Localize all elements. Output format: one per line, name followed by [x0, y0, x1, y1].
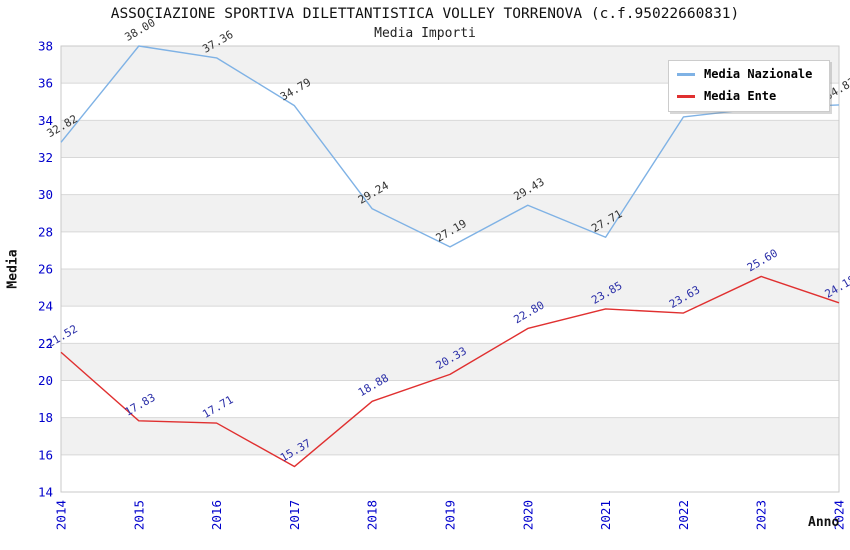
y-tick-label: 28 — [38, 224, 53, 239]
legend-label-media-ente: Media Ente — [704, 89, 777, 103]
x-tick-label: 2024 — [832, 500, 847, 530]
x-tick-label: 2016 — [209, 500, 224, 530]
chart-subtitle: Media Importi — [374, 26, 476, 41]
x-tick-label: 2017 — [287, 500, 302, 530]
y-tick-label: 18 — [38, 410, 53, 425]
legend-item-media-ente: Media Ente — [677, 89, 821, 103]
y-tick-label: 36 — [38, 76, 53, 91]
band-row — [61, 194, 839, 232]
media-ente-line — [60, 275, 840, 468]
band-row — [61, 269, 839, 307]
media-ente-line-marker-icon — [677, 94, 695, 98]
plot-border — [60, 45, 840, 493]
legend-item-media-nazionale: Media Nazionale — [677, 67, 821, 81]
media-nazionale-point-label: 38.00 — [122, 16, 157, 44]
x-tick-label: 2014 — [54, 500, 69, 530]
media-ente-point-label: 17.71 — [200, 393, 235, 421]
x-tick-label: 2023 — [754, 500, 769, 530]
media-nazionale-line-marker-icon — [677, 72, 695, 76]
y-tick-label: 20 — [38, 373, 53, 388]
x-tick-label: 2022 — [676, 500, 691, 530]
band-row — [61, 417, 839, 455]
media-nazionale-line — [60, 45, 840, 248]
x-tick-label: 2015 — [131, 500, 146, 530]
x-tick-label: 2019 — [443, 500, 458, 530]
y-tick-label: 38 — [38, 39, 53, 54]
band-row — [61, 120, 839, 158]
chart-title: ASSOCIAZIONE SPORTIVA DILETTANTISTICA VO… — [110, 6, 740, 22]
legend-label-media-nazionale: Media Nazionale — [704, 67, 813, 81]
x-tick-label: 2021 — [598, 500, 613, 530]
media-ente-point-label: 17.83 — [122, 391, 157, 419]
y-tick-label: 14 — [38, 485, 53, 500]
y-tick-label: 22 — [38, 336, 53, 351]
y-tick-label: 34 — [38, 113, 53, 128]
y-tick-label: 26 — [38, 262, 53, 277]
x-tick-label: 2020 — [520, 500, 535, 530]
y-tick-label: 32 — [38, 150, 53, 165]
y-tick-label: 24 — [38, 299, 53, 314]
x-axis-title: Anno — [808, 515, 840, 530]
y-tick-label: 30 — [38, 187, 53, 202]
y-tick-label: 16 — [38, 447, 53, 462]
chart-legend: Media Nazionale Media Ente — [668, 60, 830, 112]
x-tick-label: 2018 — [365, 500, 380, 530]
